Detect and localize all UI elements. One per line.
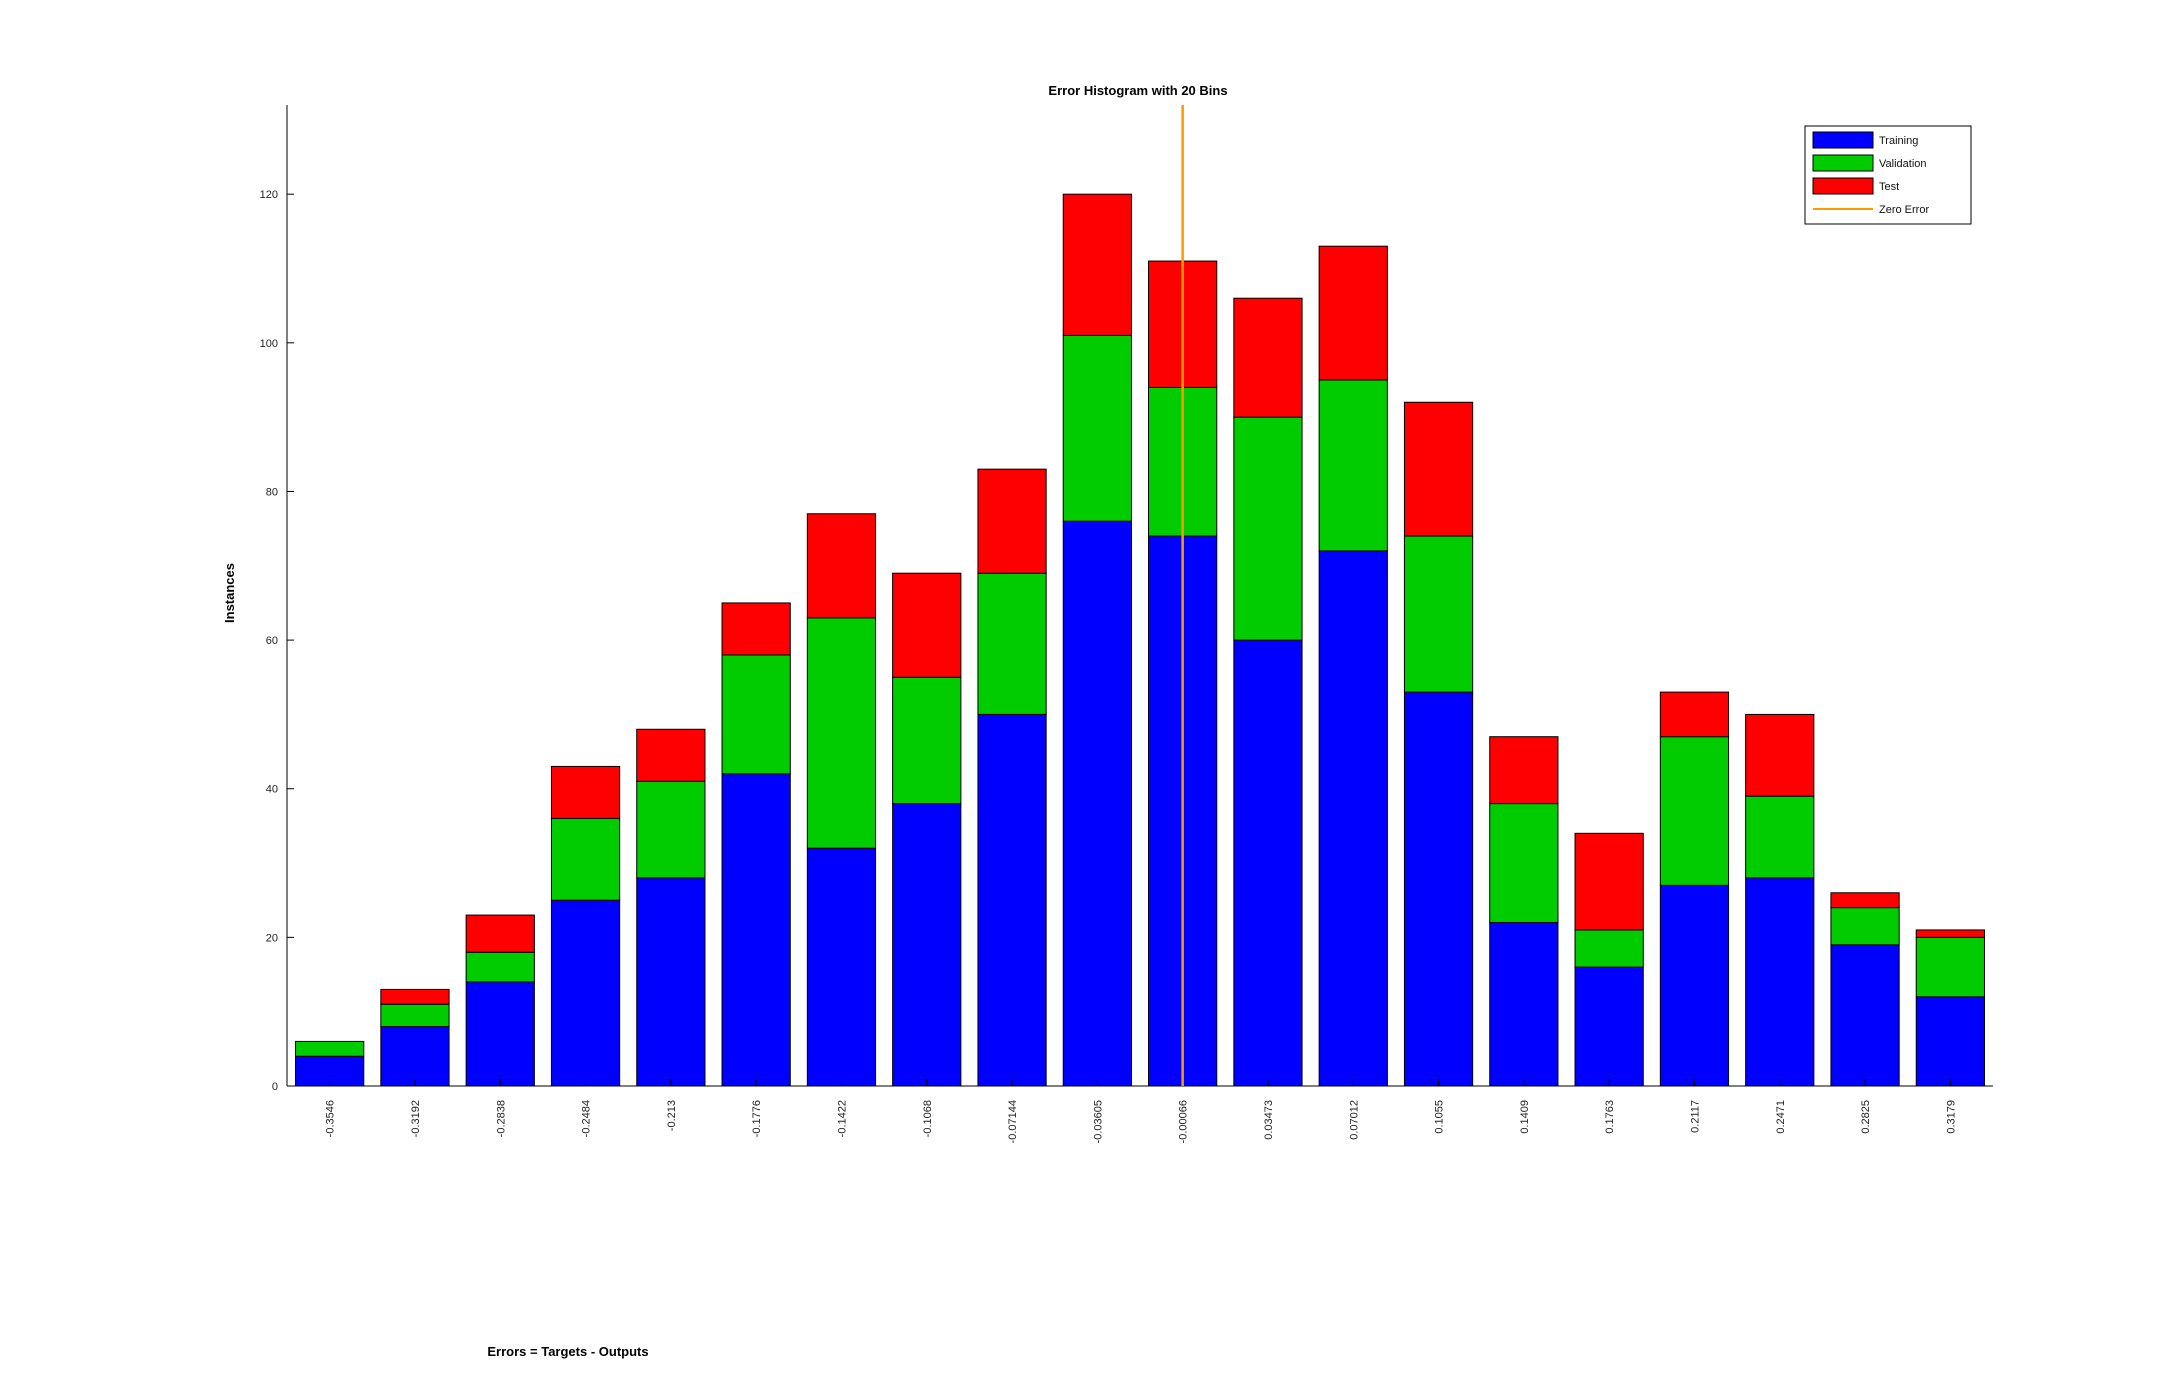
y-tick-label-0: 0 <box>272 1081 278 1093</box>
x-tick-label-16: 0.1763 <box>1604 1100 1616 1134</box>
x-tick-label-3: -0.2838 <box>495 1100 507 1137</box>
x-tick-label-8: -0.1068 <box>922 1100 934 1137</box>
bar-test-2 <box>380 988 450 1005</box>
bar-validation-14 <box>1403 535 1474 693</box>
x-tick-label-2: -0.3192 <box>410 1100 422 1137</box>
bar-test-17 <box>1659 691 1730 738</box>
bar-training-17 <box>1659 884 1730 1087</box>
x-tick-label-20: 0.3179 <box>1945 1100 1957 1134</box>
bar-test-9 <box>977 468 1047 574</box>
bar-test-15 <box>1489 736 1559 805</box>
bar-training-18 <box>1745 877 1815 1087</box>
axes-layer: 0 20 40 60 80 100 120 -0.3546 -0.3192 -0.2838 -0.2… <box>260 105 1993 1143</box>
bar-training-9 <box>977 713 1047 1087</box>
x-axis-label: Errors = Targets - Outputs <box>487 1344 648 1359</box>
y-tick-label-80: 80 <box>266 486 278 498</box>
legend-swatch-validation <box>1812 154 1874 172</box>
bar-training-16 <box>1574 966 1644 1087</box>
y-tick-label-20: 20 <box>266 932 278 944</box>
bar-validation-7 <box>806 617 877 849</box>
bar-training-2 <box>380 1026 450 1087</box>
bar-test-14 <box>1403 401 1474 537</box>
y-axis-label: Instances <box>222 563 237 623</box>
x-tick-label-15: 0.1409 <box>1519 1100 1531 1134</box>
x-tick-label-17: 0.2117 <box>1689 1100 1701 1133</box>
bar-training-8 <box>892 803 962 1087</box>
legend-swatch-test <box>1812 177 1874 195</box>
x-tick-label-18: 0.2471 <box>1775 1100 1787 1134</box>
legend-label-test: Test <box>1879 181 1899 193</box>
bar-training-14 <box>1403 691 1474 1087</box>
bar-training-7 <box>806 847 877 1087</box>
x-tick-label-14: 0.1055 <box>1434 1100 1446 1134</box>
bar-validation-6 <box>721 654 791 775</box>
bar-test-4 <box>550 765 621 819</box>
bar-validation-18 <box>1745 795 1815 879</box>
bar-test-12 <box>1233 297 1303 418</box>
bar-validation-16 <box>1574 929 1644 968</box>
bar-training-19 <box>1830 944 1900 1087</box>
bar-training-4 <box>550 899 621 1087</box>
bar-validation-17 <box>1659 736 1730 886</box>
y-tick-label-100: 100 <box>260 338 278 350</box>
bar-validation-3 <box>465 951 535 983</box>
bar-training-15 <box>1489 922 1559 1087</box>
legend: Training Validation Test Zero Error <box>1804 125 1972 225</box>
x-tick-label-12: 0.03473 <box>1263 1100 1275 1140</box>
legend-label-validation: Validation <box>1879 158 1927 170</box>
bar-test-19 <box>1830 892 1900 909</box>
x-tick-label-11: -0.00066 <box>1178 1100 1190 1143</box>
bars-layer <box>295 193 1985 1087</box>
bar-validation-8 <box>892 676 962 805</box>
bar-validation-10 <box>1062 334 1132 522</box>
chart-title: Error Histogram with 20 Bins <box>1048 83 1227 98</box>
y-tick-label-120: 120 <box>260 189 278 201</box>
x-tick-label-9: -0.07144 <box>1007 1100 1019 1143</box>
bar-training-5 <box>636 877 706 1087</box>
bar-validation-13 <box>1318 379 1388 552</box>
bar-validation-12 <box>1233 416 1303 641</box>
bar-validation-9 <box>977 572 1047 715</box>
x-tick-label-7: -0.1422 <box>836 1100 848 1137</box>
y-tick-label-40: 40 <box>266 784 278 796</box>
x-tick-label-1: -0.3546 <box>325 1100 337 1137</box>
bar-test-6 <box>721 602 791 656</box>
bar-test-18 <box>1745 713 1815 797</box>
bar-test-8 <box>892 572 962 678</box>
bar-training-13 <box>1318 550 1388 1087</box>
legend-label-zero-error: Zero Error <box>1879 204 1929 216</box>
bar-validation-20 <box>1915 936 1985 998</box>
bar-validation-2 <box>380 1003 450 1028</box>
bar-test-7 <box>806 513 877 619</box>
bar-test-5 <box>636 728 706 782</box>
legend-swatch-training <box>1812 131 1874 149</box>
bar-test-3 <box>465 914 535 953</box>
bar-training-6 <box>721 773 791 1087</box>
bar-training-10 <box>1062 520 1132 1087</box>
bar-training-12 <box>1233 639 1303 1087</box>
x-tick-label-19: 0.2825 <box>1860 1100 1872 1134</box>
bar-validation-1 <box>295 1040 365 1057</box>
legend-label-training: Training <box>1879 135 1918 147</box>
x-tick-label-4: -0.2484 <box>581 1100 593 1137</box>
x-tick-label-13: 0.07012 <box>1348 1100 1360 1140</box>
bar-test-20 <box>1915 929 1985 938</box>
bar-validation-15 <box>1489 803 1559 924</box>
bar-training-3 <box>465 981 535 1087</box>
x-tick-label-10: -0.03605 <box>1092 1100 1104 1143</box>
bar-test-13 <box>1318 245 1388 381</box>
bar-validation-5 <box>636 780 706 879</box>
bar-validation-4 <box>550 817 621 901</box>
bar-training-20 <box>1915 996 1985 1087</box>
bar-test-16 <box>1574 832 1644 931</box>
x-tick-label-5: -0.213 <box>666 1100 678 1131</box>
y-tick-label-60: 60 <box>266 635 278 647</box>
bar-validation-19 <box>1830 907 1900 946</box>
bar-test-10 <box>1062 193 1132 336</box>
x-tick-label-6: -0.1776 <box>751 1100 763 1137</box>
